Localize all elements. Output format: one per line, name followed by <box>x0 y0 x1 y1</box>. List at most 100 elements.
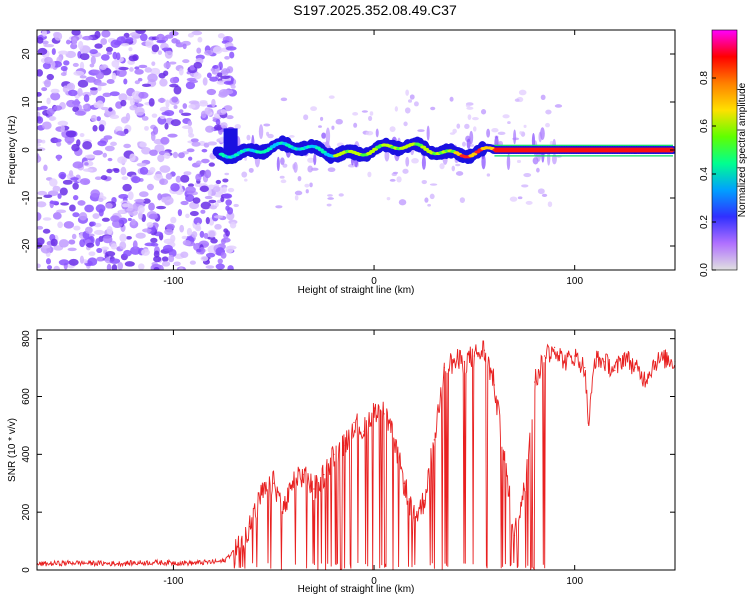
heatmap-cell <box>44 43 55 48</box>
heatmap-cell <box>196 222 201 230</box>
heatmap-cell <box>209 205 218 210</box>
heatmap-cell <box>78 40 84 50</box>
heatmap-cell <box>541 193 548 197</box>
colorbar-tick-label: 0.6 <box>699 119 710 133</box>
heatmap-cell <box>121 176 129 181</box>
heatmap-cell <box>95 71 105 80</box>
heatmap-cell <box>72 161 84 169</box>
heatmap-cell <box>90 221 96 227</box>
heatmap-cell <box>138 263 145 270</box>
heatmap-cell <box>96 116 101 122</box>
heatmap-cell <box>294 190 303 196</box>
heatmap-cell <box>145 39 154 48</box>
heatmap-cell <box>95 238 101 247</box>
snr-point <box>237 546 239 548</box>
heatmap-cell <box>159 115 166 120</box>
heatmap-cell <box>327 194 333 197</box>
heatmap-cell <box>307 157 315 163</box>
heatmap-cell <box>386 197 391 201</box>
heatmap-cell <box>426 125 430 141</box>
heatmap-x-tick-label: 100 <box>566 276 583 287</box>
heatmap-cell <box>141 83 152 87</box>
heatmap-cell <box>57 221 64 229</box>
heatmap-cell <box>229 221 237 229</box>
heatmap-cell <box>536 167 540 173</box>
heatmap-cell <box>159 165 171 173</box>
heatmap-cell <box>146 221 154 228</box>
heatmap-cell <box>138 91 149 99</box>
heatmap-cell <box>212 46 223 54</box>
heatmap-cell <box>110 141 117 147</box>
heatmap-cell <box>189 260 196 265</box>
heatmap-cell <box>138 191 149 198</box>
heatmap-cell <box>67 247 77 252</box>
heatmap-cell <box>97 85 102 92</box>
snr-x-tick-label: 100 <box>566 576 583 587</box>
heatmap-cell <box>394 106 398 112</box>
heatmap-y-tick-label: -10 <box>21 190 32 205</box>
heatmap-cell <box>494 155 673 157</box>
heatmap-cell <box>430 106 436 111</box>
heatmap-cell <box>195 160 202 166</box>
snr-point <box>261 494 263 496</box>
heatmap-cell <box>210 238 218 244</box>
heatmap-cell <box>60 202 70 206</box>
heatmap-cell <box>72 62 79 68</box>
heatmap-cell <box>201 148 208 153</box>
heatmap-cell <box>118 66 129 71</box>
heatmap-cells <box>37 30 675 270</box>
heatmap-cell <box>157 193 163 201</box>
heatmap-cell <box>205 265 215 269</box>
heatmap-cell <box>367 171 372 178</box>
heatmap-cell <box>439 163 445 170</box>
heatmap-cell <box>309 182 313 188</box>
snr-y-axis-label: SNR (10 * v/v) <box>7 418 18 482</box>
heatmap-cell <box>214 223 222 230</box>
heatmap-cell <box>325 127 331 145</box>
heatmap-cell <box>327 167 336 173</box>
heatmap-cell <box>206 88 217 96</box>
heatmap-cell <box>202 77 208 86</box>
heatmap-cell <box>517 196 523 200</box>
heatmap-cell <box>389 126 396 132</box>
heatmap-cell <box>134 66 140 70</box>
heatmap-cell <box>62 85 68 93</box>
heatmap-cell <box>102 235 113 244</box>
heatmap-cell <box>124 261 135 267</box>
heatmap-cell <box>134 198 146 203</box>
heatmap-cell <box>77 88 83 97</box>
heatmap-cell <box>98 197 104 202</box>
heatmap-cell <box>44 79 51 88</box>
heatmap-cell <box>134 68 144 75</box>
heatmap-cell <box>105 251 116 257</box>
heatmap-cell <box>225 199 232 206</box>
heatmap-cell <box>156 205 167 210</box>
heatmap-cell <box>181 125 192 129</box>
heatmap-cell <box>110 215 120 222</box>
heatmap-cell <box>71 143 80 152</box>
heatmap-cell <box>204 107 212 115</box>
heatmap-cell <box>188 133 195 138</box>
heatmap-cell <box>491 127 499 133</box>
heatmap-cell <box>132 240 138 249</box>
heatmap-cell <box>547 201 553 208</box>
heatmap-cell <box>405 89 409 96</box>
heatmap-cell <box>66 83 74 90</box>
snr-point <box>283 508 285 510</box>
heatmap-cell <box>74 110 86 116</box>
heatmap-cell <box>297 175 302 182</box>
heatmap-cell <box>347 163 356 168</box>
heatmap-cell <box>48 116 57 121</box>
heatmap-cell <box>204 195 213 200</box>
heatmap-cell <box>187 120 193 127</box>
heatmap-cell <box>167 133 178 138</box>
heatmap-cell <box>173 105 178 109</box>
heatmap-cell <box>79 178 91 185</box>
heatmap-cell <box>203 232 209 239</box>
heatmap-cell <box>459 197 465 203</box>
heatmap-cell <box>175 175 182 183</box>
heatmap-cell <box>63 221 75 229</box>
snr-point <box>564 361 566 363</box>
heatmap-cell <box>134 103 144 108</box>
heatmap-cell <box>92 124 98 132</box>
